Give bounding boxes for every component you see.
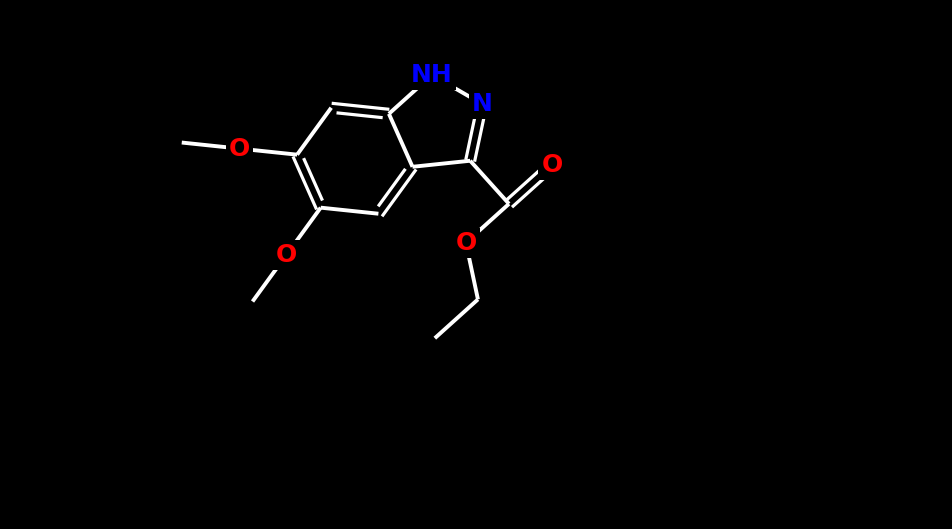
Text: O: O (276, 243, 297, 267)
Text: O: O (455, 231, 476, 254)
Text: NH: NH (410, 63, 452, 87)
Text: O: O (228, 136, 249, 161)
Text: N: N (471, 92, 492, 116)
Text: O: O (541, 153, 562, 177)
